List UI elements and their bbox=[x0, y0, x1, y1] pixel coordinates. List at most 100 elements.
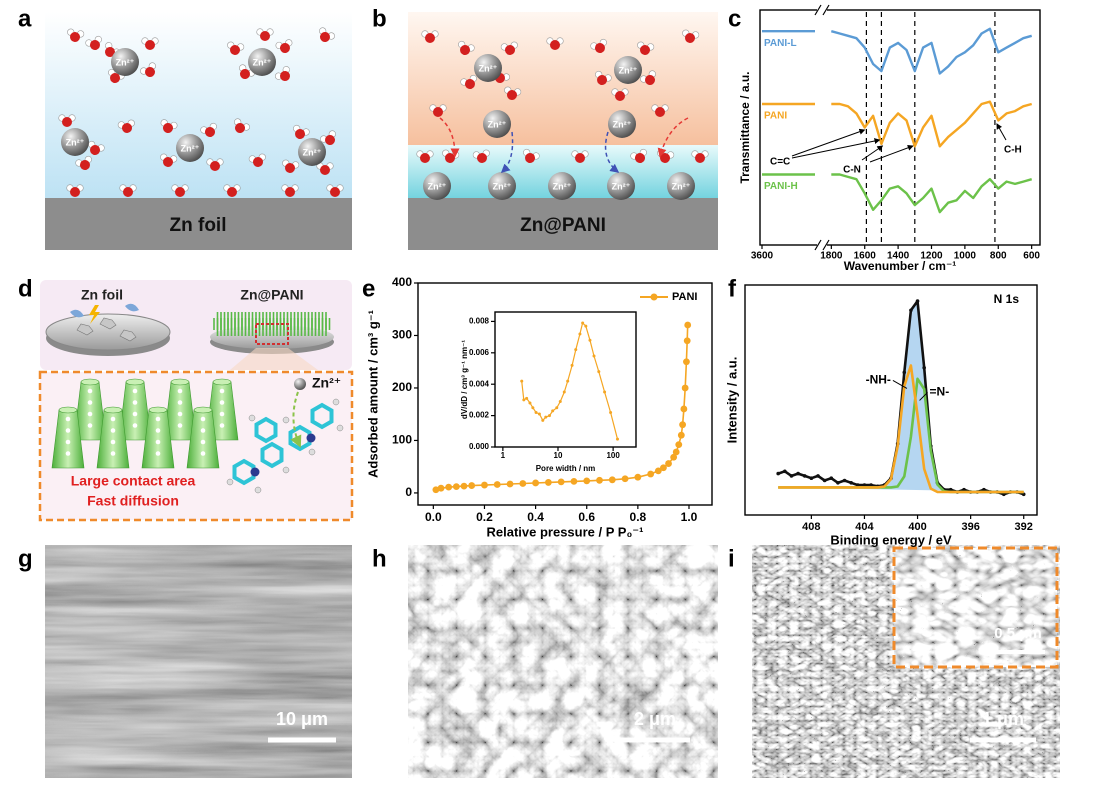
legend-label: PANI-L bbox=[764, 38, 797, 49]
pore bbox=[219, 400, 225, 405]
sem-inset bbox=[894, 548, 1057, 667]
panel-label: e bbox=[362, 275, 375, 302]
oxygen bbox=[145, 67, 155, 77]
water-molecule bbox=[140, 62, 156, 77]
pore bbox=[65, 428, 71, 433]
pore bbox=[132, 411, 138, 417]
x-axis-label: Pore width / nm bbox=[536, 464, 596, 473]
pore bbox=[155, 451, 161, 456]
data-point bbox=[816, 474, 820, 478]
data-point bbox=[537, 412, 541, 416]
component-label: -NH- bbox=[866, 373, 891, 387]
water-molecule bbox=[227, 41, 245, 55]
migration-arrow bbox=[500, 131, 514, 174]
series-line bbox=[831, 100, 1033, 148]
zn-disc bbox=[45, 313, 171, 351]
oxygen bbox=[595, 43, 605, 53]
oxygen bbox=[477, 153, 487, 163]
zn-ion bbox=[298, 138, 326, 166]
zn-ion bbox=[483, 110, 511, 138]
water-molecule bbox=[326, 184, 344, 197]
x-tick-label: 1400 bbox=[887, 251, 910, 262]
pani-cone-top bbox=[148, 406, 168, 414]
data-point bbox=[634, 473, 642, 481]
caption: Fast diffusion bbox=[87, 493, 179, 509]
pore bbox=[155, 439, 161, 445]
data-point bbox=[519, 480, 527, 487]
oxygen bbox=[295, 129, 305, 139]
dendrite bbox=[119, 329, 137, 342]
oxygen bbox=[70, 32, 80, 42]
x-tick-label: 0.2 bbox=[476, 510, 493, 524]
pore bbox=[132, 400, 138, 405]
x-tick-label: 10 bbox=[554, 451, 563, 460]
data-point bbox=[948, 487, 953, 492]
zn-ion bbox=[294, 378, 306, 390]
water-molecule bbox=[171, 184, 189, 197]
ion-label: Zn²⁺ bbox=[619, 65, 638, 75]
oxygen bbox=[285, 187, 295, 197]
oxygen bbox=[645, 75, 655, 85]
ion-label: Zn²⁺ bbox=[479, 63, 498, 73]
hydrogen bbox=[336, 424, 344, 432]
water-molecule bbox=[234, 118, 250, 133]
ion-label: Zn²⁺ bbox=[612, 181, 631, 191]
water-molecule bbox=[682, 29, 700, 43]
oxygen bbox=[105, 47, 115, 57]
y-tick-label: 300 bbox=[392, 328, 412, 342]
pani-cone-top bbox=[103, 406, 123, 414]
data-point bbox=[1002, 492, 1006, 497]
x-tick-label: 0.4 bbox=[527, 510, 544, 524]
annotation-arrow bbox=[791, 138, 881, 159]
electrolyte-drop bbox=[125, 303, 139, 312]
data-point bbox=[621, 475, 629, 483]
x-tick-label: 0.6 bbox=[578, 510, 595, 524]
legend-label: PANI-H bbox=[764, 181, 798, 192]
oxygen bbox=[320, 32, 330, 42]
pore bbox=[155, 428, 161, 433]
data-point bbox=[557, 478, 565, 486]
data-point bbox=[675, 441, 683, 449]
ion-label: Zn²⁺ bbox=[493, 181, 512, 191]
oxygen bbox=[80, 160, 90, 170]
oxygen bbox=[230, 45, 240, 55]
data-point bbox=[660, 464, 667, 472]
panel-a: Zn foil Zn²⁺ Zn²⁺ Zn²⁺ Zn²⁺ Zn²⁺ bbox=[45, 12, 352, 250]
pore bbox=[65, 439, 71, 445]
zn-ion bbox=[61, 128, 89, 156]
oxygen bbox=[205, 127, 215, 137]
oxygen bbox=[227, 187, 237, 197]
lightning bbox=[89, 305, 100, 324]
zn-ion bbox=[423, 172, 451, 200]
water-molecule bbox=[58, 114, 76, 127]
data-point bbox=[615, 437, 619, 441]
oxygen bbox=[550, 40, 560, 50]
nitrogen bbox=[306, 433, 316, 443]
oxygen bbox=[175, 187, 185, 197]
panel-label: f bbox=[728, 275, 737, 302]
diagram-title: Zn@PANI bbox=[240, 287, 303, 303]
chart: 3600 1800 1600 1400 1200 1000 800 600 Wavenumber… bbox=[738, 4, 1041, 273]
zn-ion bbox=[474, 54, 502, 82]
zn-ion bbox=[488, 172, 516, 200]
pani-cone-top bbox=[80, 378, 100, 386]
data-point bbox=[842, 478, 847, 483]
oxygen bbox=[253, 157, 263, 167]
water-molecule bbox=[504, 86, 522, 100]
oxygen bbox=[507, 90, 517, 100]
water-molecule bbox=[460, 74, 477, 89]
electrolyte bbox=[408, 12, 718, 145]
data-point bbox=[531, 406, 535, 410]
pore bbox=[87, 400, 93, 405]
water-molecule bbox=[206, 158, 224, 171]
data-point bbox=[596, 476, 603, 484]
series-line bbox=[778, 364, 1024, 494]
pore bbox=[110, 451, 116, 456]
water-molecule bbox=[223, 184, 241, 197]
data-point bbox=[679, 421, 686, 429]
zn-ion bbox=[614, 56, 642, 84]
pore bbox=[110, 428, 116, 433]
data-point bbox=[915, 299, 920, 303]
water-molecule bbox=[637, 41, 655, 55]
ion-label: Zn²⁺ bbox=[488, 119, 507, 129]
